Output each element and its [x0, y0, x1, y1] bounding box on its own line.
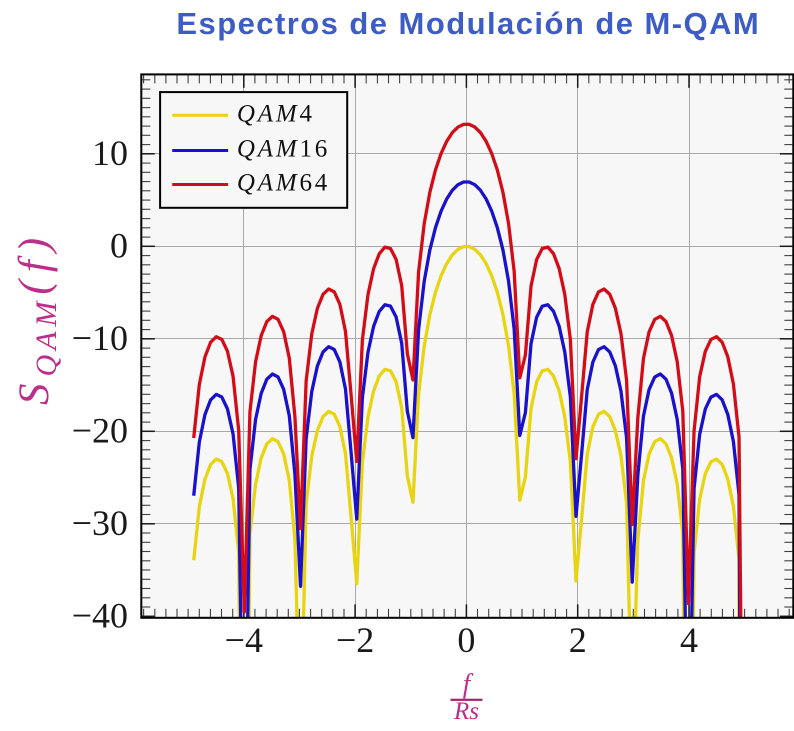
- svg-text:Espectros de Modulación de M-Q: Espectros de Modulación de M-QAM: [176, 6, 760, 41]
- svg-text:−30: −30: [72, 503, 128, 543]
- svg-text:SQAM(f): SQAM(f): [11, 231, 63, 405]
- svg-text:−4: −4: [225, 620, 263, 660]
- svg-text:2: 2: [569, 620, 587, 660]
- svg-text:Rs: Rs: [453, 698, 479, 725]
- svg-text:0: 0: [110, 226, 128, 266]
- svg-text:QAM16: QAM16: [237, 136, 330, 163]
- svg-text:−10: −10: [72, 318, 128, 358]
- svg-text:QAM64: QAM64: [237, 170, 330, 197]
- svg-text:f: f: [463, 669, 474, 699]
- svg-text:−20: −20: [72, 411, 128, 451]
- svg-text:10: 10: [92, 133, 128, 173]
- svg-text:0: 0: [457, 620, 475, 660]
- svg-text:−40: −40: [72, 596, 128, 636]
- svg-text:−2: −2: [336, 620, 374, 660]
- svg-text:4: 4: [680, 620, 698, 660]
- svg-text:QAM4: QAM4: [237, 100, 315, 127]
